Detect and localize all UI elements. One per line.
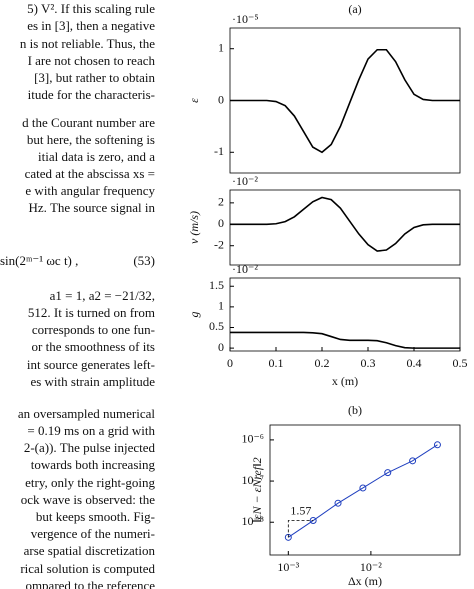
text-line: cated at the abscissa xs =: [25, 166, 155, 181]
slope-triangle: [287, 520, 314, 538]
text-line: ock wave is observed: the: [21, 492, 156, 507]
text-line: but keeps smooth. Fig-: [36, 509, 155, 524]
y-tick-label: 10⁻⁷: [241, 473, 264, 487]
data-line: [230, 48, 460, 154]
data-point: [359, 484, 367, 492]
text-line: but here, the softening is: [27, 132, 155, 147]
y-axis-label: v (m/s): [187, 211, 201, 244]
data-line: [230, 196, 460, 252]
y-tick-label: 1: [218, 40, 224, 54]
text-line: e with angular frequency: [25, 183, 155, 198]
text-line: 2-(a)). The pulse injected: [24, 440, 156, 455]
plot-frame: [229, 277, 461, 352]
y-axis-label: ε: [187, 98, 201, 103]
text-line: es with strain amplitude: [30, 374, 155, 389]
y-axis-label: ‖εN − εNref‖2: [250, 457, 264, 522]
chart: ·10⁻² v (m/s) -2 0 2: [187, 174, 461, 266]
y-tick-label: 0: [218, 216, 224, 230]
x-axis-label: x (m): [332, 374, 358, 388]
y-multiplier: ·10⁻⁵: [232, 12, 259, 26]
y-tick-label: 0: [218, 340, 224, 354]
text-line: d the Courant number are: [22, 115, 155, 130]
x-tick-label: 10⁻²: [360, 560, 382, 574]
x-axis-label: Δx (m): [348, 574, 382, 588]
x-tick-label: 0.1: [269, 356, 284, 370]
x-tick-label: 0: [227, 356, 233, 370]
text-line: itude for the characteris-: [28, 87, 155, 102]
y-multiplier: ·10⁻²: [232, 262, 258, 276]
text-line: a1 = 1, a2 = −21/32,: [50, 288, 155, 303]
y-tick-label: -2: [214, 237, 224, 251]
text-line: vergence of the numeri-: [31, 526, 155, 541]
annotation: 1.57: [290, 503, 311, 517]
x-tick-label: 0.4: [407, 356, 422, 370]
x-tick-label: 0.5: [453, 356, 468, 370]
text-line: Hz. The source signal in: [29, 200, 156, 215]
text-line: towards both increasing: [31, 457, 156, 472]
text-line: rical solution is computed: [20, 561, 155, 576]
x-tick-label: 10⁻³: [277, 560, 299, 574]
chart: (b) ‖εN − εNref‖2 Δx (m) 10⁻⁸ 10⁻⁷ 10⁻⁶ 10⁻³ 10…: [241, 403, 461, 588]
data-point: [334, 499, 342, 507]
y-multiplier: ·10⁻²: [232, 174, 258, 188]
y-tick-label: 10⁻⁸: [241, 514, 264, 528]
text-line: or the smoothness of its: [32, 339, 156, 354]
y-tick-label: 1.5: [209, 278, 224, 292]
data-point: [433, 441, 441, 449]
plot-frame: [229, 189, 461, 266]
text-line: 512. It is turned on from: [28, 305, 155, 320]
x-tick-label: 0.2: [315, 356, 330, 370]
text-line: es in [3], then a negative: [27, 18, 155, 33]
y-tick-label: 0: [218, 92, 224, 106]
y-axis-label: g: [187, 312, 201, 318]
y-tick-label: 0.5: [209, 319, 224, 333]
data-point: [384, 469, 392, 477]
y-tick-label: 10⁻⁶: [241, 432, 264, 446]
text-line: ompared to the reference: [25, 578, 155, 589]
text-line: = 0.19 ms on a grid with: [27, 423, 155, 438]
equation-number: (53): [133, 253, 155, 268]
data-point: [309, 517, 317, 525]
text-line: itial data is zero, and a: [38, 149, 155, 164]
data-line: [230, 331, 460, 349]
equation: sin(2ᵐ⁻¹ ωc t) ,: [0, 253, 78, 268]
chart: ·10⁻² g x (m) 0 0.5 1 1.5 0 0.1 0.2 0.3 0.4 0.5: [187, 262, 468, 388]
text-line: [3], but rather to obtain: [34, 70, 155, 85]
x-tick-label: 0.3: [361, 356, 376, 370]
text-line: n is not reliable. Thus, the: [20, 36, 155, 51]
y-tick-label: 1: [218, 299, 224, 313]
panel-label: (a): [348, 2, 361, 16]
text-line: an oversampled numerical: [18, 406, 156, 421]
chart: (a) ·10⁻⁵ ε -1 0 1: [187, 2, 461, 174]
data-point: [409, 457, 417, 465]
text-line: arse spatial discretization: [24, 543, 156, 558]
text-line: corresponds to one fun-: [32, 322, 155, 337]
plot-frame: [269, 424, 461, 556]
text-line: I are not chosen to reach: [28, 53, 156, 68]
panel-label: (b): [348, 403, 362, 417]
text-line: etry, only the right-going: [25, 475, 155, 490]
text-line: int source generates left-: [27, 357, 155, 372]
y-tick-label: -1: [214, 144, 224, 158]
y-tick-label: 2: [218, 195, 224, 209]
text-line: 5) V². If this scaling rule: [27, 1, 155, 16]
